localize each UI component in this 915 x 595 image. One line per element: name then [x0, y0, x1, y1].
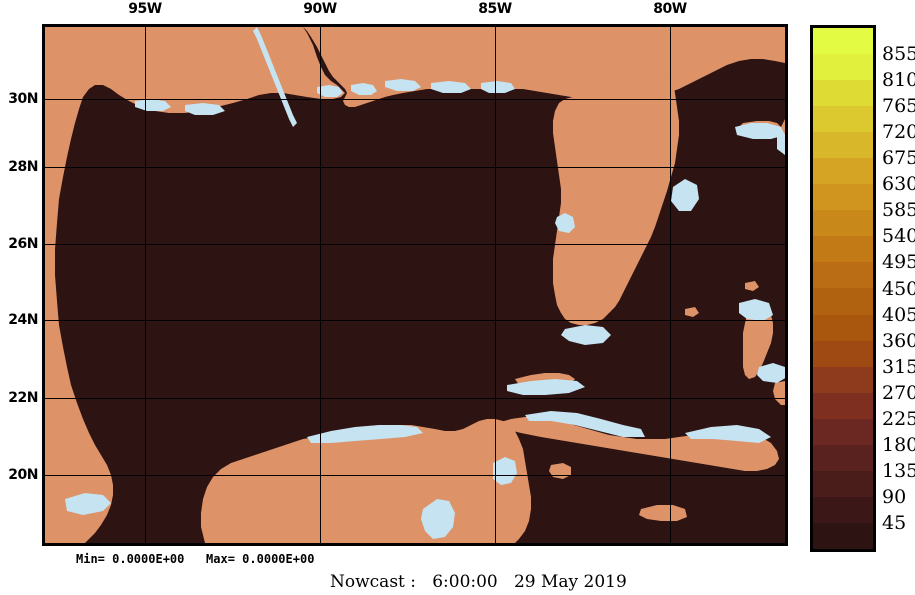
colorbar-band-0	[813, 28, 873, 55]
colorbar[interactable]	[810, 25, 876, 552]
lat-tick-20n: 20N	[8, 467, 38, 483]
colorbar-band-11	[813, 314, 873, 341]
colorbar-band-17	[813, 470, 873, 497]
colorbar-tick-540: 540	[882, 225, 915, 248]
land-cuba	[497, 417, 779, 471]
water-yucatan-lagoon-east	[493, 457, 517, 485]
water-coastal-lagoon-2	[351, 83, 377, 95]
colorbar-tick-630: 630	[882, 173, 915, 196]
land-bahamas-andros	[743, 311, 773, 379]
colorbar-tick-315: 315	[882, 355, 915, 378]
land-se-cay-1	[685, 307, 699, 317]
colorbar-tick-495: 495	[882, 251, 915, 274]
colorbar-tick-360: 360	[882, 329, 915, 352]
nowcast-annotation: Nowcast : 6:00:00 29 May 2019	[330, 572, 627, 592]
colorbar-band-10	[813, 288, 873, 315]
water-coastal-lagoon-6	[135, 99, 171, 111]
landmass-group	[45, 27, 785, 543]
colorbar-band-12	[813, 340, 873, 367]
colorbar-tick-180: 180	[882, 433, 915, 456]
water-florida-bay	[561, 325, 611, 345]
colorbar-band-14	[813, 392, 873, 419]
water-florida-estuary	[555, 213, 575, 233]
colorbar-tick-810: 810	[882, 69, 915, 92]
water-river-northwest	[253, 27, 297, 127]
water-coastal-lagoon-5	[481, 81, 515, 93]
water-yucatan-lagoon-north	[307, 425, 423, 443]
colorbar-band-19	[813, 522, 873, 549]
lat-tick-30n: 30N	[8, 91, 38, 107]
water-bahama-bank-3	[739, 299, 773, 321]
map-panel[interactable]	[42, 24, 788, 546]
lat-tick-22n: 22N	[8, 390, 38, 406]
colorbar-band-15	[813, 418, 873, 445]
land-se-cay-2	[745, 281, 759, 291]
water-yucatan-lagoon-south	[421, 499, 455, 539]
colorbar-band-7	[813, 210, 873, 237]
water-keys-shoals	[507, 379, 585, 395]
lon-tick-80w: 80W	[653, 1, 687, 17]
water-bahama-bank-1	[735, 123, 785, 139]
lat-tick-26n: 26N	[8, 236, 38, 252]
min-max-annotation: Min= 0.0000E+00 Max= 0.0000E+00	[76, 552, 315, 566]
lon-tick-95w: 95W	[128, 1, 162, 17]
colorbar-band-13	[813, 366, 873, 393]
colorbar-tick-225: 225	[882, 407, 915, 430]
colorbar-band-9	[813, 262, 873, 289]
colorbar-band-3	[813, 106, 873, 133]
colorbar-band-5	[813, 158, 873, 185]
lat-tick-24n: 24N	[8, 312, 38, 328]
colorbar-tick-270: 270	[882, 381, 915, 404]
colorbar-band-8	[813, 236, 873, 263]
water-lake-okeechobee	[671, 179, 699, 211]
lon-tick-85w: 85W	[478, 1, 512, 17]
colorbar-band-16	[813, 444, 873, 471]
colorbar-tick-135: 135	[882, 459, 915, 482]
water-cuba-east-shoal	[685, 425, 771, 443]
colorbar-tick-720: 720	[882, 121, 915, 144]
water-coastal-lagoon-4	[431, 81, 471, 93]
water-yucatan-west-bay	[65, 493, 111, 515]
colorbar-tick-405: 405	[882, 303, 915, 326]
water-coastal-lagoon-1	[317, 85, 343, 97]
water-bahama-bank-2	[777, 133, 785, 155]
map-coastline-svg	[45, 27, 785, 543]
land-se-cay-3	[639, 505, 687, 521]
colorbar-tick-90: 90	[882, 485, 907, 508]
colorbar-tick-855: 855	[882, 43, 915, 66]
colorbar-tick-450: 450	[882, 277, 915, 300]
colorbar-tick-765: 765	[882, 95, 915, 118]
land-bahamas-cays	[773, 381, 785, 405]
water-coastal-lagoon-3	[385, 79, 421, 91]
colorbar-band-4	[813, 132, 873, 159]
colorbar-tick-585: 585	[882, 199, 915, 222]
lon-tick-90w: 90W	[303, 1, 337, 17]
colorbar-tick-45: 45	[882, 511, 907, 534]
water-cuba-north-shoal	[525, 411, 645, 437]
colorbar-tick-675: 675	[882, 147, 915, 170]
colorbar-band-1	[813, 54, 873, 81]
inland-water-group	[65, 27, 785, 539]
water-bahama-bank-4	[757, 363, 785, 383]
lat-tick-28n: 28N	[8, 159, 38, 175]
colorbar-band-18	[813, 496, 873, 523]
colorbar-band-2	[813, 80, 873, 107]
land-usa-mexico-west	[45, 27, 345, 543]
land-florida-peninsula	[553, 73, 679, 325]
water-coastal-lagoon-7	[185, 103, 225, 115]
colorbar-band-6	[813, 184, 873, 211]
